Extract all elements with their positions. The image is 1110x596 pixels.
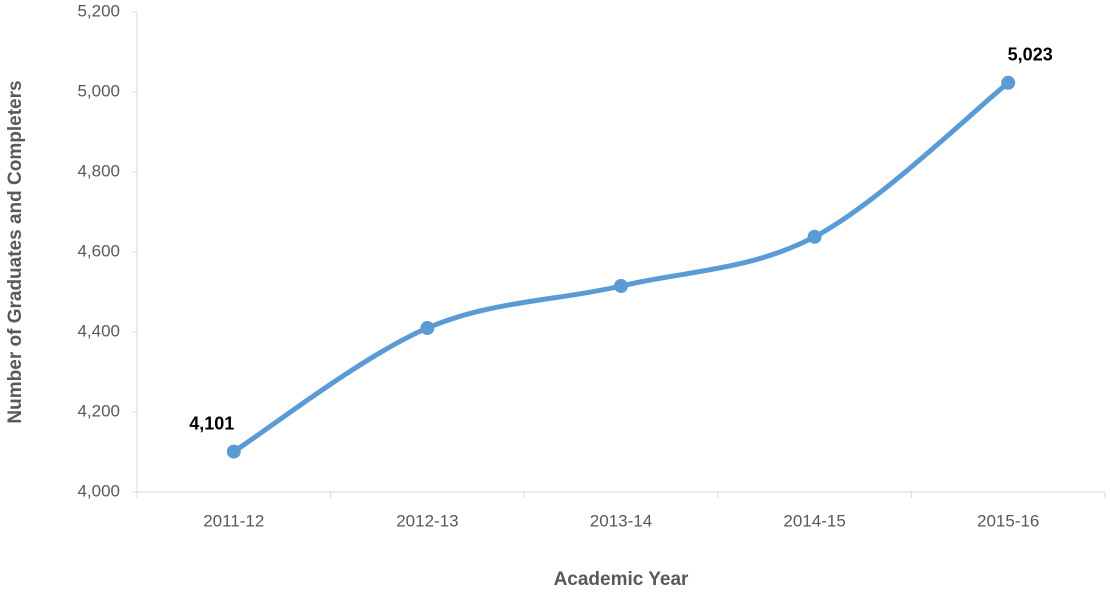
point [226,444,241,459]
y-tick-label: 4,600 [77,241,120,260]
data-label: 4,101 [189,413,234,433]
y-tick-label: 5,000 [77,81,120,100]
x-axis-title: Academic Year [554,569,689,590]
x-tick-label: 2014-15 [783,511,845,530]
point [1001,75,1016,90]
y-tick-label: 4,400 [77,321,120,340]
y-tick-label: 4,000 [77,481,120,500]
line [231,80,1011,455]
y-tick-label: 4,200 [77,401,120,420]
point [807,229,822,244]
data-label: 5,023 [1008,45,1053,65]
x-tick-label: 2013-14 [590,511,652,530]
x-tick-label: 2015-16 [977,511,1039,530]
y-tick-label: 5,200 [77,1,120,20]
y-axis-title: Number of Graduates and Completers [5,80,26,423]
x-tick-label: 2012-13 [396,511,458,530]
point [420,321,435,335]
y-tick-label: 4,800 [77,161,120,180]
x-tick-label: 2011-12 [203,511,264,530]
point [614,279,628,293]
